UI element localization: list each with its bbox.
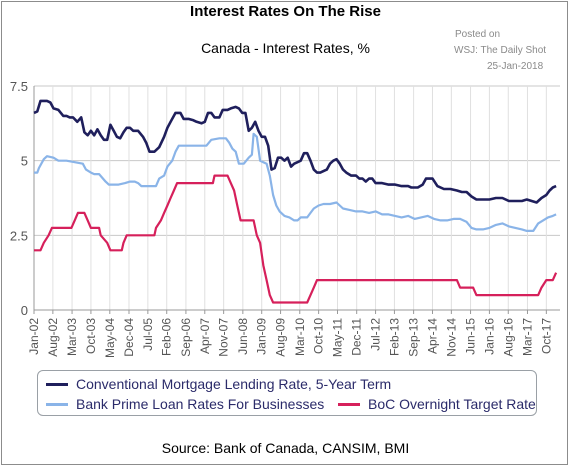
x-tick-label: Mar-17 <box>520 318 534 356</box>
x-tick-label: Mar-10 <box>293 318 307 356</box>
credit-publisher: WSJ: The Daily Shot <box>454 45 547 56</box>
x-tick-label: Oct-03 <box>84 318 98 354</box>
chart-title: Interest Rates On The Rise <box>190 3 381 20</box>
x-tick-label: Jan-02 <box>27 318 41 355</box>
chart-subtitle: Canada - Interest Rates, % <box>201 40 370 56</box>
y-tick-label: 7.5 <box>10 79 28 94</box>
x-tick-label: May-11 <box>330 318 344 357</box>
x-tick-label: Aug-16 <box>501 318 515 357</box>
x-tick-label: Jun-15 <box>464 318 478 355</box>
x-tick-label: Jan-16 <box>482 318 496 355</box>
x-tick-label: Dec-04 <box>122 318 136 357</box>
series-line-boc <box>34 174 558 304</box>
x-axis-ticks: Jan-02 Aug-02 Mar-03 Oct-03 May-04 Dec-04 Jul-… <box>27 318 553 358</box>
x-tick-label: Dec-11 <box>350 318 364 356</box>
x-tick-label: Sep-13 <box>407 318 421 357</box>
legend-item-boc: BoC Overnight Target Rate <box>338 396 536 412</box>
x-tick-label: Oct-17 <box>539 318 553 354</box>
grid-lines <box>33 85 560 310</box>
legend-swatch-prime <box>46 402 68 406</box>
legend-label-mortgage: Conventional Mortgage Lending Rate, 5-Ye… <box>76 376 392 392</box>
x-tick-label: Oct-10 <box>312 318 326 354</box>
credit-posted-on: Posted on <box>455 29 501 40</box>
credit-date: 25-Jan-2018 <box>487 61 544 72</box>
x-tick-label: Feb-13 <box>387 318 401 356</box>
x-tick-label: Feb-06 <box>160 318 174 356</box>
x-tick-label: Jul-12 <box>369 318 383 351</box>
x-tick-label: Apr-14 <box>425 318 439 354</box>
legend-label-boc: BoC Overnight Target Rate <box>368 396 536 412</box>
y-tick-label: 2.5 <box>10 228 28 243</box>
x-tick-label: Jun-08 <box>236 318 250 355</box>
y-tick-label: 0 <box>21 303 28 318</box>
x-tick-label: Sep-06 <box>179 318 193 357</box>
series-line-mortgage <box>33 99 557 204</box>
legend-item-mortgage: Conventional Mortgage Lending Rate, 5-Ye… <box>46 376 391 392</box>
y-axis-ticks: 0 2.5 5 7.5 <box>10 79 28 318</box>
x-tick-label: Nov-14 <box>444 318 458 357</box>
source-note: Source: Bank of Canada, CANSIM, BMI <box>161 440 410 456</box>
legend-swatch-boc <box>338 402 360 406</box>
legend: Conventional Mortgage Lending Rate, 5-Ye… <box>37 370 537 416</box>
axes <box>33 86 560 314</box>
x-tick-label: Jul-05 <box>141 318 155 351</box>
x-tick-label: May-04 <box>103 318 117 358</box>
x-tick-label: Aug-02 <box>46 318 60 357</box>
x-tick-label: Aug-09 <box>274 318 288 357</box>
x-tick-label: Jan-09 <box>255 318 269 355</box>
x-tick-label: Apr-07 <box>198 318 212 354</box>
series-line-prime <box>34 132 557 232</box>
x-tick-label: Nov-07 <box>217 318 231 357</box>
y-tick-label: 5 <box>21 154 28 169</box>
series-lines <box>33 99 558 304</box>
x-tick-label: Mar-03 <box>65 318 79 356</box>
legend-label-prime: Bank Prime Loan Rates For Businesses <box>76 396 325 412</box>
legend-swatch-mortgage <box>46 382 68 386</box>
legend-item-prime: Bank Prime Loan Rates For Businesses <box>46 396 324 412</box>
